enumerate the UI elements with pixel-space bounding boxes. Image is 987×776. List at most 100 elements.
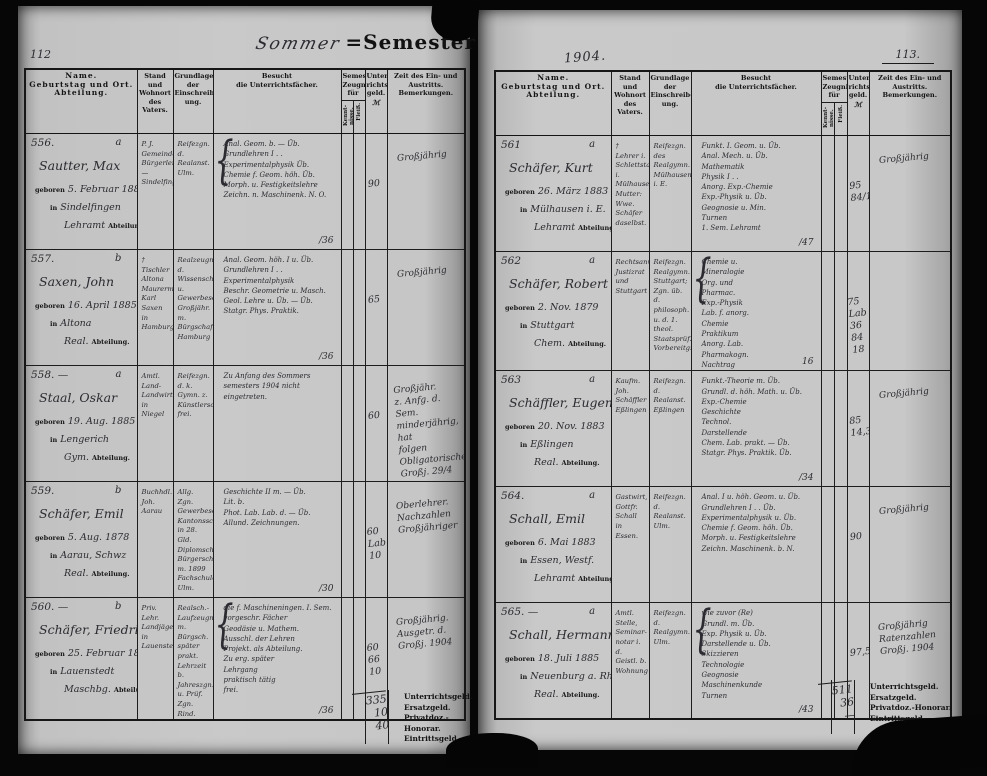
tuition-fee: 85 14,3 bbox=[848, 415, 870, 440]
enrollment-basis-cell: Reifezgn. d. k. Gymn. z. Künstlersch. fr… bbox=[172, 365, 214, 482]
left-register-table: Name. Geburtstag und Ort. Abteilung. Sta… bbox=[24, 68, 467, 722]
abteilung-label: Abteilung. bbox=[578, 575, 610, 584]
in-label: in bbox=[520, 441, 528, 450]
name-cell: 560. — b Schäfer, Friedrich geboren 25. … bbox=[24, 597, 138, 721]
header-geld-column: Unter- richts- geld. ℳ bbox=[846, 70, 870, 136]
fee-column-rule bbox=[365, 690, 389, 744]
birthdate-line: geboren 5. Februar 1883 bbox=[35, 184, 136, 195]
header-name-column: Name. Geburtstag und Ort. Abteilung. bbox=[24, 68, 138, 134]
header-zeit-column: Zeit des Ein- und Austritts. Bemerkungen… bbox=[868, 70, 952, 136]
subjects-cell: Anal. I u. höh. Geom. u. Üb. Grundlehren… bbox=[690, 486, 822, 604]
register-entry: 560. — b Schäfer, Friedrich geboren 25. … bbox=[24, 597, 466, 721]
subjects-list: Funkt.-Theorie m. Üb. Grundl. d. höh. Ma… bbox=[701, 377, 802, 458]
enrollment-basis: Reifezgn. d. Realgymn. Ulm. bbox=[653, 609, 691, 647]
entry-department: Real. bbox=[64, 568, 89, 579]
birthplace-line: in Sindelfingen bbox=[50, 202, 136, 213]
name-cell: 556. a Sautter, Max geboren 5. Februar 1… bbox=[24, 133, 138, 250]
enrollment-basis: Reifezgn. des Realgymn. Mülhausen i. E. bbox=[653, 142, 691, 189]
geboren-label: geboren bbox=[505, 539, 535, 548]
entry-department: Maschbg. bbox=[64, 684, 111, 695]
name-cell: 561 a Schäfer, Kurt geboren 26. März 188… bbox=[494, 135, 612, 252]
brace-mark: { bbox=[214, 597, 234, 656]
entry-birthplace: Essen, Westf. bbox=[530, 555, 595, 567]
enrollment-basis-cell: Reifezgn. des Realgymn. Mülhausen i. E. bbox=[648, 135, 692, 252]
grade-knowledge-cell bbox=[820, 370, 835, 488]
father-status-cell: Buchhdl. Joh. Aarau bbox=[136, 481, 174, 598]
grade-diligence-cell bbox=[833, 135, 848, 252]
subjects-cell: { wie zuvor (Re) Grundl. m. Üb. Exp. Phy… bbox=[690, 602, 822, 720]
father-status-cell: † Tischler Altona Maurermstr. Karl Saxen… bbox=[136, 249, 174, 366]
entry-head: 556. a bbox=[31, 137, 132, 149]
tuition-fee: 75 Lab 36 84 18 bbox=[847, 295, 867, 356]
in-label: in bbox=[50, 668, 58, 676]
entry-letter: a bbox=[115, 137, 122, 148]
subjects-cell: Geschichte II m. — Üb. Lit. b. Phot. Lab… bbox=[212, 481, 342, 598]
grade-diligence-cell bbox=[833, 250, 848, 372]
entry-birthplace: Lengerich bbox=[60, 434, 110, 445]
grade-diligence-cell bbox=[833, 370, 848, 488]
geboren-label: geboren bbox=[505, 304, 535, 312]
birthplace-line: in Lengerich bbox=[50, 434, 136, 445]
birthdate-line: geboren 16. April 1885 bbox=[35, 300, 136, 311]
grade-diligence-cell bbox=[833, 602, 848, 720]
subjects-list: Zu Anfang des Sommers semesters 1904 nic… bbox=[223, 372, 311, 401]
remarks: Großjährig bbox=[878, 386, 929, 402]
remarks-cell: Großjähr. z. Anfg. d. Sem. minderjährig,… bbox=[386, 365, 466, 482]
tuition-fee: 97,5 bbox=[848, 646, 870, 660]
entry-birthdate: 18. Juli 1885 bbox=[537, 653, 600, 665]
enrollment-basis-cell: Reifezgn. d. Realanst. Ulm. bbox=[172, 133, 214, 250]
father-status: Amtl. Land- Landwirt in Niegel bbox=[141, 372, 173, 419]
subjects-cell: Anal. Geom. höh. I u. Üb. Grundlehren I … bbox=[212, 249, 342, 366]
subjects-cell: { Chemie u. Mineralogie Org. und Pharmac… bbox=[690, 250, 822, 372]
register-entry: 559. b Schäfer, Emil geboren 5. Aug. 187… bbox=[24, 481, 466, 598]
tuition-fee-cell: 75 Lab 36 84 18 bbox=[846, 250, 870, 372]
enrollment-basis-cell: Allg. Zgn. Gewerbesch. Kantonssch. in 28… bbox=[172, 481, 214, 598]
subjects-list: Funkt. I. Geom. u. Üb. Anal. Mech. u. Üb… bbox=[701, 142, 781, 233]
left-page: 112 Sommer =Semester Name. Geburtstag un… bbox=[18, 6, 475, 754]
remarks bbox=[879, 265, 948, 271]
entry-letter: a bbox=[115, 369, 122, 380]
mark-currency-symbol: ℳ bbox=[372, 97, 380, 107]
father-status: Amtl. Stelle, Seminar- notar i. d. Geist… bbox=[615, 609, 648, 675]
department-line: Lehramt Abteilung. bbox=[64, 220, 136, 231]
subjects-cell: { Anal. Geom. b. — Üb. Grundlehren I . .… bbox=[212, 133, 342, 250]
tuition-fee-cell: 90 bbox=[846, 486, 870, 604]
entry-head: 565. — a bbox=[501, 606, 606, 618]
remarks: Oberlehrer. Nachzahlen Großjähriger bbox=[395, 497, 458, 536]
entry-department: Chem. bbox=[534, 338, 566, 349]
subjects-tally: /30 bbox=[319, 584, 334, 594]
abteilung-label: Abteilung. bbox=[91, 338, 130, 346]
header-zeugnisse-column: Semester- Zeugnisse für bbox=[820, 70, 848, 103]
subjects-list: die f. Maschineningen. I. Sem. vorgeschr… bbox=[223, 604, 332, 695]
entry-birthdate: 5. Aug. 1878 bbox=[67, 532, 130, 543]
subjects-cell: { die f. Maschineningen. I. Sem. vorgesc… bbox=[212, 597, 342, 721]
entry-head: 561 a bbox=[501, 139, 606, 151]
in-label: in bbox=[50, 436, 58, 444]
header-geld-column: Unter- richts- geld. ℳ bbox=[364, 68, 388, 134]
left-page-number: 112 bbox=[30, 48, 51, 61]
entry-birthdate: 20. Nov. 1883 bbox=[537, 421, 605, 433]
remarks-cell: Großjährig bbox=[868, 486, 952, 604]
remarks-cell: Großjährig. Ausgetr. d. Großj. 1904 bbox=[386, 597, 466, 721]
entry-number: 557. bbox=[31, 253, 55, 265]
entry-head: 560. — b bbox=[31, 601, 132, 613]
fleiss-label: Fleiß. bbox=[837, 104, 844, 123]
subjects-list: Chemie u. Mineralogie Org. und Pharmac. … bbox=[701, 258, 750, 369]
register-entry: 563 a Schäffler, Eugen geboren 20. Nov. … bbox=[494, 370, 952, 488]
geboren-label: geboren bbox=[505, 188, 535, 196]
tuition-fee: 95 84/16 bbox=[848, 179, 870, 204]
department-line: Real. Abteilung. bbox=[534, 689, 610, 700]
entry-number: 564. bbox=[501, 490, 525, 503]
birthplace-line: in Altona bbox=[50, 318, 136, 329]
fleiss-label: Fleiß. bbox=[356, 102, 362, 121]
birthdate-line: geboren 2. Nov. 1879 bbox=[505, 302, 610, 313]
enrollment-basis-cell: Reifezgn. Realgymn. Stuttgart; Zgn. üb. … bbox=[648, 250, 692, 372]
father-status: Kaufm. Joh. Schäffler Eßlingen bbox=[615, 377, 647, 415]
department-line: Lehramt Abteilung. bbox=[534, 222, 610, 233]
entry-head: 557. b bbox=[31, 253, 132, 265]
header-kenntnisse-subcolumn: Kennt-nisse. bbox=[820, 101, 835, 136]
header-besucht-column: Besucht die Unterrichtsfächer. bbox=[212, 68, 342, 134]
birthdate-line: geboren 20. Nov. 1883 bbox=[505, 421, 610, 433]
header-kenntnisse-subcolumn: Kennt-nisse. bbox=[340, 99, 354, 134]
entry-name: Schäfer, Friedrich bbox=[39, 622, 136, 637]
